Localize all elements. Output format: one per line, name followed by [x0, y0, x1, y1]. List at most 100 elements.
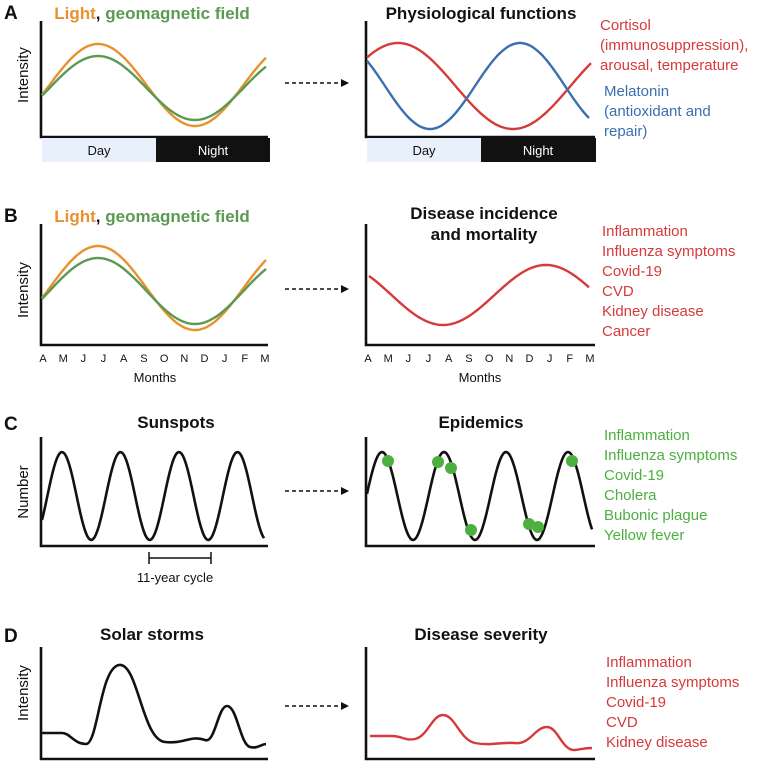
- month-tick-label: J: [547, 353, 553, 365]
- panel-a-title-geo: geomagnetic field: [105, 4, 250, 23]
- month-tick-label: M: [585, 353, 594, 365]
- panel-a-night-band: [156, 138, 270, 162]
- panel-c-left-axes: [39, 437, 268, 548]
- panel-d-list-item: Kidney disease: [606, 734, 708, 751]
- panel-c-list: Inflammation Influenza symptoms Covid-19…: [604, 427, 737, 544]
- panel-b-letter: B: [4, 206, 18, 227]
- epidemic-marker: [566, 455, 578, 467]
- panel-b-list-item: Inflammation: [602, 223, 688, 240]
- panel-b-list-item: Cancer: [602, 323, 650, 340]
- panel-c-epidemic-curve: [365, 450, 594, 542]
- panel-c-ylabel: Number: [15, 465, 32, 518]
- panel-a-title-comma: ,: [96, 4, 105, 23]
- panel-b-right-title-line-2: and mortality: [431, 225, 538, 244]
- month-tick-label: J: [222, 353, 228, 365]
- panel-c-list-item: Bubonic plague: [604, 507, 707, 524]
- epidemic-marker: [382, 455, 394, 467]
- panel-b-list-item: Covid-19: [602, 263, 662, 280]
- panel-c-letter: C: [4, 414, 18, 435]
- month-tick-label: A: [39, 353, 47, 365]
- month-tick-label: F: [566, 353, 573, 365]
- panel-a-right-day-label: Day: [412, 143, 436, 158]
- panel-b-right-title-line-1: Disease incidence: [410, 204, 557, 223]
- month-tick-label: M: [260, 353, 269, 365]
- panel-b-right-axes: [364, 224, 595, 347]
- panel-a-cortisol-text: Cortisol (immunosuppression), arousal, t…: [600, 17, 748, 74]
- panel-d-list-item: CVD: [606, 714, 638, 731]
- cortisol-line-2: (immunosuppression),: [600, 37, 748, 54]
- panel-a-light-curve: [41, 42, 267, 128]
- panel-d-ylabel: Intensity: [15, 665, 32, 721]
- panel-b-right-xlabel: Months: [459, 370, 502, 385]
- epidemic-marker: [465, 524, 477, 536]
- melatonin-line-1: Melatonin: [604, 83, 669, 100]
- panel-c-right-axes: [364, 437, 595, 548]
- panel-b-title-light: Light: [54, 207, 96, 226]
- melatonin-line-2: (antioxidant and: [604, 103, 711, 120]
- panel-b-list-item: Influenza symptoms: [602, 243, 735, 260]
- panel-a-melatonin-curve: [366, 41, 590, 131]
- panel-a-cortisol-curve: [366, 41, 592, 131]
- panel-b-left-xlabel: Months: [134, 370, 177, 385]
- panel-c-right-title: Epidemics: [438, 413, 523, 432]
- panel-d: D Solar storms Intensity Disease severit…: [4, 625, 739, 761]
- panel-a-left-title: Light, geomagnetic field: [54, 4, 250, 23]
- month-tick-label: J: [406, 353, 412, 365]
- panel-b-list: Inflammation Influenza symptoms Covid-19…: [602, 223, 735, 340]
- panel-a-right-night-band: [481, 138, 596, 162]
- panel-c-list-item: Covid-19: [604, 467, 664, 484]
- month-tick-label: O: [485, 353, 494, 365]
- panel-d-right-axes: [364, 647, 595, 761]
- panel-d-left-axes: [39, 647, 268, 761]
- panel-a-left-axes: [39, 21, 268, 139]
- month-tick-label: F: [241, 353, 248, 365]
- panel-c-list-item: Cholera: [604, 487, 657, 504]
- month-tick-label: S: [465, 353, 472, 365]
- panel-d-list-item: Inflammation: [606, 654, 692, 671]
- month-tick-label: A: [120, 353, 128, 365]
- panel-a-right-night-label: Night: [523, 143, 554, 158]
- panel-c-epidemic-markers: [382, 455, 578, 536]
- panel-d-list-item: Influenza symptoms: [606, 674, 739, 691]
- panel-d-disease-severity-curve: [370, 713, 593, 752]
- month-tick-label: N: [505, 353, 513, 365]
- month-tick-label: S: [140, 353, 147, 365]
- panel-b-title-geo: geomagnetic field: [105, 207, 250, 226]
- cortisol-line-1: Cortisol: [600, 17, 651, 34]
- panel-a-right-axes: [364, 21, 595, 139]
- panel-d-left-title: Solar storms: [100, 625, 204, 644]
- panel-d-letter: D: [4, 626, 18, 647]
- melatonin-line-3: repair): [604, 123, 647, 140]
- panel-a-day-band: [42, 138, 156, 162]
- month-tick-label: O: [160, 353, 169, 365]
- month-tick-label: J: [101, 353, 107, 365]
- panel-a-night-label: Night: [198, 143, 229, 158]
- month-tick-label: D: [526, 353, 534, 365]
- panel-c-list-item: Inflammation: [604, 427, 690, 444]
- panel-c-left-title: Sunspots: [137, 413, 214, 432]
- panel-d-list: Inflammation Influenza symptoms Covid-19…: [606, 654, 739, 751]
- panel-b-left-axes: [39, 224, 268, 347]
- epidemic-marker: [445, 462, 457, 474]
- panel-b-left-title: Light, geomagnetic field: [54, 207, 250, 226]
- panel-c-sunspot-curve: [40, 450, 266, 542]
- panel-a-title-light: Light: [54, 4, 96, 23]
- panel-d-list-item: Covid-19: [606, 694, 666, 711]
- panel-a: A Light, geomagnetic field Intensity Day…: [4, 3, 748, 162]
- panel-b-disease-curve: [368, 263, 590, 327]
- panel-b-geomagnetic-curve: [41, 256, 267, 326]
- panel-b-ylabel: Intensity: [15, 262, 32, 318]
- cortisol-line-3: arousal, temperature: [600, 57, 738, 74]
- panel-a-day-label: Day: [87, 143, 111, 158]
- panel-a-ylabel: Intensity: [15, 47, 32, 103]
- panel-d-solar-storm-curve: [41, 663, 267, 749]
- month-tick-label: N: [180, 353, 188, 365]
- panel-b-list-item: CVD: [602, 283, 634, 300]
- month-tick-label: J: [426, 353, 432, 365]
- month-tick-label: M: [59, 353, 68, 365]
- month-tick-label: A: [445, 353, 453, 365]
- panel-c-list-item: Yellow fever: [604, 527, 684, 544]
